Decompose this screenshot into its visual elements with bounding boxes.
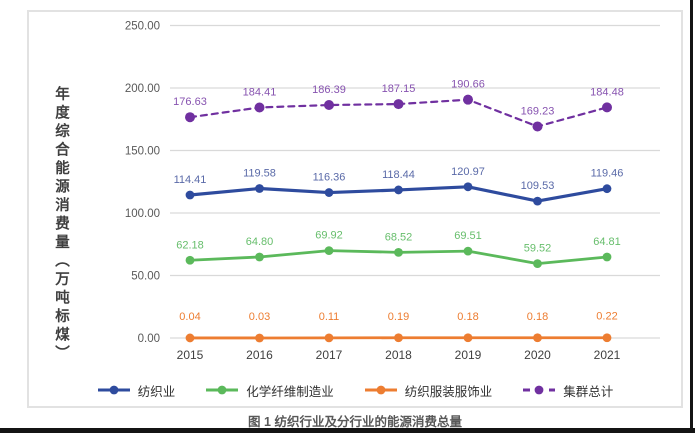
data-point-apparel [463,333,473,343]
data-point-cluster-total [602,102,612,113]
legend-dot-chemical-fiber [217,385,227,395]
legend-item-textile: 纺织业 [97,381,176,400]
data-label-apparel: 0.19 [388,311,409,323]
legend-marker-apparel-icon [364,385,397,395]
y-tick-label: 0.00 [138,333,160,345]
data-label-apparel: 0.18 [527,311,548,323]
data-point-apparel [533,333,542,343]
data-label-textile: 118.44 [382,169,415,181]
data-label-cluster-total: 176.63 [173,96,207,108]
data-point-textile [602,184,612,194]
data-point-textile [324,188,334,197]
data-label-apparel: 0.22 [596,311,617,323]
data-label-cluster-total: 169.23 [521,105,555,117]
legend-label-chemical-fiber: 化学纤维制造业 [246,384,334,399]
x-tick-label: 2018 [385,348,412,362]
data-label-textile: 109.53 [521,180,555,192]
data-point-textile [463,182,473,192]
data-label-chemical-fiber: 68.52 [385,231,413,243]
legend-dot-cluster-total [534,385,544,395]
data-label-textile: 120.97 [451,166,485,178]
legend-marker-textile-icon [97,385,130,395]
data-label-cluster-total: 186.39 [312,84,346,96]
figure-caption: 图 1 纺织行业及分行业的能源消费总量 [248,415,462,429]
data-point-textile [255,184,264,193]
y-tick-label: 200.00 [125,83,160,95]
table-border-right [690,0,693,433]
legend-item-chemical-fiber: 化学纤维制造业 [205,381,334,400]
x-tick-label: 2017 [316,348,343,362]
data-label-apparel: 0.04 [179,311,200,323]
data-label-chemical-fiber: 69.51 [454,230,482,242]
data-label-cluster-total: 184.48 [590,86,624,98]
data-label-chemical-fiber: 64.80 [246,236,274,248]
y-tick-label: 50.00 [131,271,160,283]
legend-item-cluster-total: 集群总计 [522,381,613,400]
data-label-textile: 114.41 [174,174,207,186]
data-point-textile [185,190,195,200]
data-point-apparel [602,333,612,343]
data-point-cluster-total [254,102,265,113]
legend-item-apparel: 纺织服装服饰业 [364,381,493,400]
data-point-cluster-total [393,99,404,110]
y-axis-title: 年度综合能源消费量（万吨标煤） [53,86,69,364]
x-tick-label: 2016 [246,348,273,362]
data-label-apparel: 0.18 [457,311,478,323]
data-point-chemical-fiber [463,246,473,256]
legend-label-cluster-total: 集群总计 [563,384,614,399]
data-point-apparel [324,333,334,343]
data-point-apparel [185,333,195,343]
data-point-chemical-fiber [324,246,334,256]
data-label-textile: 116.36 [313,172,346,184]
data-label-apparel: 0.03 [249,311,270,323]
data-point-chemical-fiber [394,247,403,257]
data-label-cluster-total: 184.41 [243,86,277,98]
y-tick-label: 100.00 [125,208,160,220]
x-tick-label: 2015 [177,348,204,362]
data-point-chemical-fiber [255,252,264,262]
data-label-chemical-fiber: 59.52 [524,243,552,255]
data-point-textile [394,185,403,195]
y-tick-label: 250.00 [125,21,160,33]
data-point-cluster-total [532,121,543,132]
y-tick-label: 150.00 [125,146,160,158]
x-tick-label: 2019 [455,348,482,362]
data-point-chemical-fiber [185,255,195,265]
chart-legend: 纺织业 化学纤维制造业 纺织服装服饰业 集群总计 [29,378,681,402]
data-label-textile: 119.58 [243,168,276,180]
legend-label-textile: 纺织业 [137,384,176,399]
x-tick-label: 2021 [594,348,621,362]
legend-label-apparel: 纺织服装服饰业 [404,384,493,399]
data-point-textile [533,196,542,206]
data-label-chemical-fiber: 62.18 [176,239,204,251]
data-point-cluster-total [324,100,334,111]
data-point-cluster-total [463,94,473,105]
data-label-chemical-fiber: 69.92 [315,230,343,242]
data-point-cluster-total [185,112,195,123]
data-label-cluster-total: 190.66 [451,79,485,91]
data-point-apparel [394,333,403,343]
data-point-chemical-fiber [602,252,612,262]
legend-dot-apparel [376,385,386,395]
x-tick-label: 2020 [524,348,551,362]
legend-marker-chemical-fiber-icon [206,385,239,395]
table-border-bottom [0,428,695,433]
data-label-apparel: 0.11 [319,311,340,323]
data-point-apparel [255,333,264,343]
data-point-chemical-fiber [533,259,542,268]
legend-dot-textile [109,385,119,395]
data-label-textile: 119.46 [591,168,624,180]
data-label-chemical-fiber: 64.81 [593,236,621,248]
line-chart: 250.00 200.00 150.00 100.00 50.00 0.00 2015 201… [125,21,660,362]
legend-marker-cluster-total-icon [523,385,556,395]
chart-card: 年度综合能源消费量（万吨标煤） 250.00 200.00 150.00 100.00… [27,10,683,408]
data-label-cluster-total: 187.15 [382,83,416,95]
